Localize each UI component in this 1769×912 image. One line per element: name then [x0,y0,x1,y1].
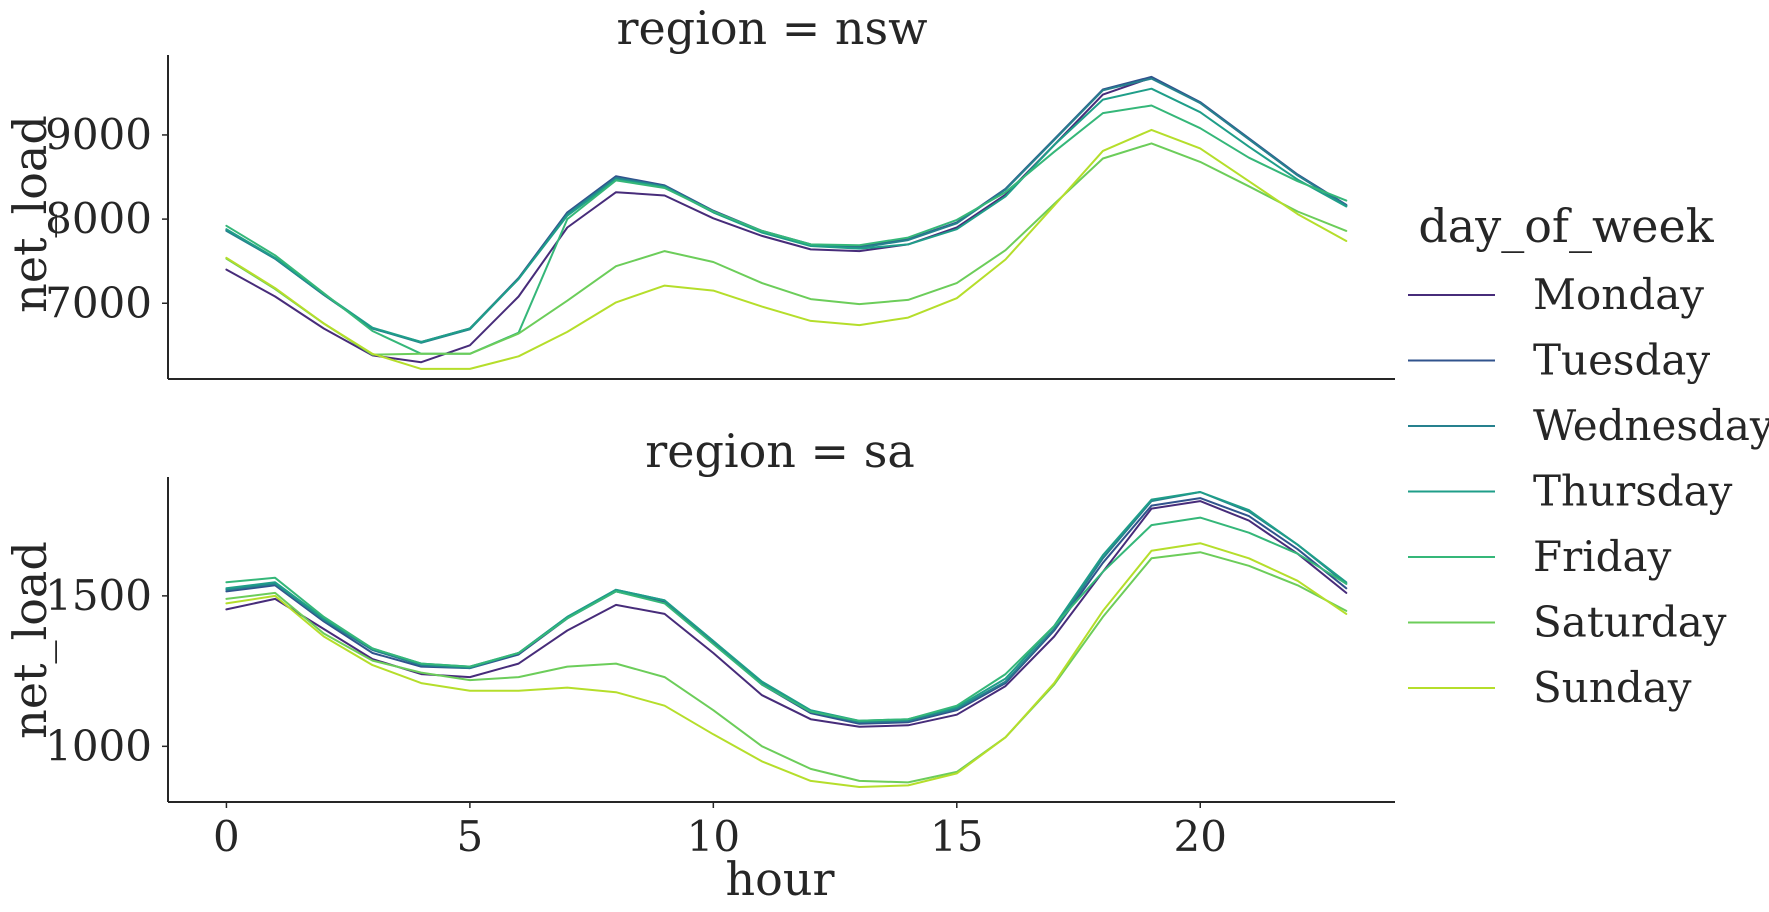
series-line-wednesday-sa [225,491,1348,724]
legend-label-sunday: Sunday [1533,663,1692,712]
legend-item-saturday: Saturday [1408,598,1727,647]
y-ticks-nsw: 7000 8000 9000 [45,110,168,327]
y-axis-label-nsw: net_load [3,115,57,313]
legend-label-wednesday: Wednesday [1533,401,1769,450]
series-line-friday-sa [225,516,1348,722]
legend-label-saturday: Saturday [1533,598,1727,647]
x-axis-label: hour [726,852,835,906]
panel-title-nsw: region = nsw [616,1,927,55]
legend-title: day_of_week [1418,199,1714,253]
series-line-sunday-nsw [225,128,1348,370]
legend-item-sunday: Sunday [1408,663,1692,712]
panel-nsw: region = nsw net_load 7000 8000 9000 [3,1,1395,380]
series-lines-nsw [225,75,1348,370]
legend-entries: Monday Tuesday Wednesday Thursday Friday Satu… [1408,270,1769,712]
x-tick-label: 15 [930,812,983,861]
series-line-thursday-nsw [225,87,1348,343]
series-line-saturday-nsw [225,142,1348,356]
panel-title-sa: region = sa [645,424,915,478]
y-axis-label-sa: net_load [3,541,57,739]
legend-item-friday: Friday [1408,532,1672,581]
y-ticks-sa: 1000 1500 [45,571,168,770]
series-line-tuesday-nsw [225,75,1348,343]
series-line-friday-nsw [225,104,1348,355]
legend-item-tuesday: Tuesday [1408,336,1710,385]
y-tick-label-nsw: 9000 [45,110,152,159]
x-tick-label: 20 [1174,812,1227,861]
panel-sa: region = sa net_load 1000 1500 [3,424,1395,803]
legend-label-friday: Friday [1533,532,1672,581]
x-tick-label: 0 [213,812,240,861]
legend-label-thursday: Thursday [1533,467,1733,516]
legend-item-monday: Monday [1408,270,1704,319]
series-line-tuesday-sa [225,497,1348,725]
series-line-thursday-sa [225,491,1348,722]
series-line-saturday-sa [225,551,1348,784]
legend-label-monday: Monday [1533,270,1704,319]
y-tick-label-sa: 1500 [45,571,152,620]
y-tick-label-nsw: 7000 [45,278,152,327]
x-tick-label: 5 [457,812,484,861]
x-tick-label: 10 [687,812,740,861]
y-tick-label-nsw: 8000 [45,194,152,243]
legend-item-thursday: Thursday [1408,467,1733,516]
series-line-sunday-sa [225,542,1348,788]
x-ticks: 0 5 10 15 20 [213,802,1227,861]
y-tick-label-sa: 1000 [45,721,152,770]
legend-label-tuesday: Tuesday [1533,336,1710,385]
series-lines-sa [225,491,1348,788]
series-line-monday-nsw [225,76,1348,364]
legend-item-wednesday: Wednesday [1408,401,1769,450]
series-line-monday-sa [225,500,1348,728]
legend: day_of_week Monday Tuesday Wednesday Thursd… [1408,199,1769,712]
